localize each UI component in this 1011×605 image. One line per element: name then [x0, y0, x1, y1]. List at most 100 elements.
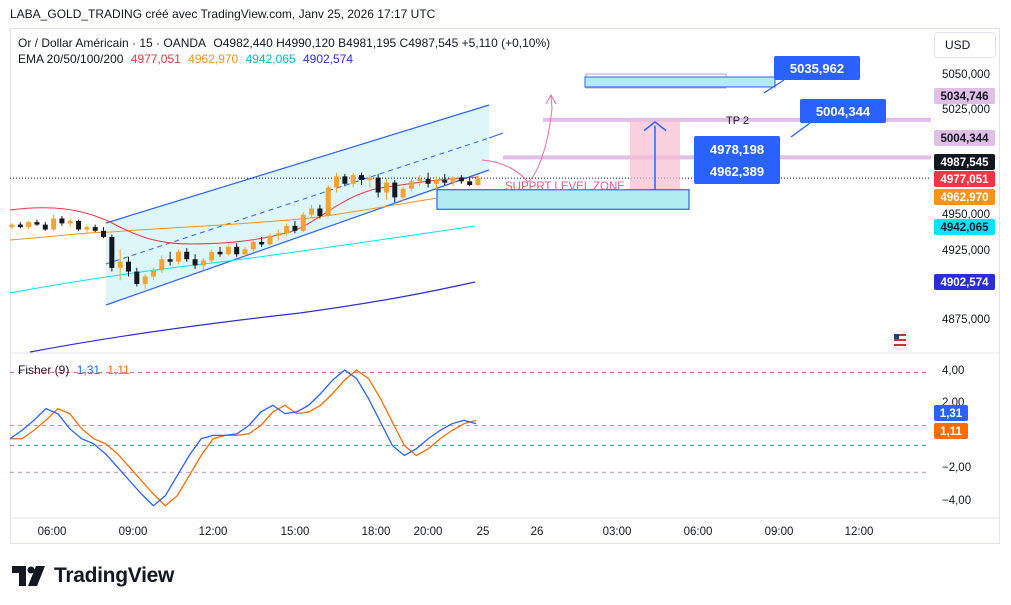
candle-body	[300, 214, 306, 231]
price-badge-label: 4962,970	[941, 192, 989, 204]
candle-body	[76, 220, 82, 230]
candle-body	[84, 227, 90, 230]
candle-body	[167, 259, 173, 262]
price-badge-label: 4977,051	[941, 174, 990, 186]
candle-body	[200, 260, 206, 266]
candle-body	[400, 188, 406, 198]
price-tick-label: 4950,000	[942, 209, 990, 221]
fisher-badge	[934, 423, 968, 439]
candle-body	[425, 178, 431, 184]
time-tick-label: 12:00	[845, 526, 874, 538]
candle-body	[367, 177, 373, 181]
time-tick-label: 15:00	[281, 526, 310, 538]
ema50-line	[9, 191, 479, 241]
candle-body	[392, 182, 398, 198]
candle-body	[67, 220, 73, 224]
fisher-line	[9, 369, 477, 507]
candle-body	[234, 246, 240, 255]
time-tick-label: 06:00	[38, 526, 67, 538]
candle-body	[150, 270, 156, 277]
candle-body	[375, 177, 381, 193]
candle-body	[275, 233, 281, 236]
time-tick-label: 09:00	[119, 526, 148, 538]
us-flag-stripe	[894, 339, 906, 341]
time-tick-label: 26	[531, 526, 544, 538]
candle-body	[59, 218, 65, 224]
channel-arrow-line	[488, 132, 504, 139]
price-badge	[934, 274, 995, 290]
candle-body	[209, 251, 215, 261]
tradingview-logo: TradingView	[12, 564, 174, 588]
candle-body	[42, 224, 48, 230]
candle-body	[309, 208, 315, 215]
tradingview-logo-icon	[12, 566, 45, 586]
fisher-legend: Fisher (9) 1,31 1,11	[18, 363, 134, 377]
time-tick-label: 20:00	[414, 526, 443, 538]
ohlc-values: O4982,440 H4990,120 B4981,195 C4987,545 …	[213, 36, 551, 50]
candle-body	[159, 259, 165, 271]
channel-fill	[106, 105, 489, 305]
projection-arrowhead	[545, 93, 557, 105]
candle-body	[117, 261, 123, 268]
candle-body	[101, 230, 107, 237]
candle-body	[284, 225, 290, 234]
callout-5035962-label: 5035,962	[790, 61, 844, 76]
candle-body	[334, 176, 340, 188]
candle-body	[26, 222, 32, 228]
ema-legend: EMA 20/50/100/200 4977,051 4962,970 4942…	[18, 52, 357, 66]
candle-body	[192, 259, 198, 266]
candle-body	[350, 175, 356, 184]
price-badge	[934, 88, 995, 104]
us-flag-stripe	[894, 334, 906, 336]
candle-body	[34, 222, 40, 225]
time-tick-label: 25	[477, 526, 490, 538]
candle-body	[467, 181, 473, 186]
callout-5035962-box	[774, 56, 860, 80]
candle-body	[225, 246, 231, 255]
time-tick-label: 03:00	[603, 526, 632, 538]
tp2-level-line	[543, 117, 931, 122]
candle-body	[317, 208, 323, 216]
fisher-value: 1,31	[76, 363, 101, 377]
channel-lower-line	[105, 169, 490, 306]
candle-body	[458, 177, 464, 182]
chart-attribution: LABA_GOLD_TRADING créé avec TradingView.…	[10, 7, 436, 21]
support-zone-box	[436, 189, 690, 210]
price-badge-label: 4902,574	[941, 277, 990, 289]
candle-body	[383, 182, 389, 193]
fisher-trigger-line	[10, 369, 477, 507]
candle-body	[342, 176, 348, 184]
ema-label[interactable]: EMA 20/50/100/200	[18, 52, 124, 66]
channel-upper-line	[105, 104, 490, 224]
entry-callout-box	[694, 136, 780, 184]
ema100-value: 4942,065	[245, 52, 296, 66]
currency-button[interactable]: USD	[934, 32, 996, 58]
projection-curve	[481, 95, 553, 183]
callout-5004344-pointer	[790, 122, 811, 138]
callout-5004344-label: 5004,344	[816, 104, 871, 119]
symbol-name[interactable]: Or / Dollar Américain · 15 · OANDA	[18, 36, 207, 50]
fisher-badge-label: 1,11	[940, 426, 962, 438]
fisher-tick-label: 4,00	[942, 365, 964, 377]
candle-body	[267, 235, 273, 245]
trigger-value: 1,11	[107, 363, 130, 377]
callout-4962389-label: 4962,389	[710, 164, 764, 179]
candle-body	[292, 225, 298, 231]
candle-body	[475, 178, 481, 186]
price-badge-label: 4987,545	[941, 157, 990, 169]
candle-body	[17, 224, 23, 228]
candle-body	[126, 261, 131, 272]
measure-arrow-head	[643, 121, 667, 132]
candle-body	[417, 178, 423, 182]
time-tick-label: 12:00	[199, 526, 228, 538]
time-tick-label: 06:00	[684, 526, 713, 538]
us-flag-stripe	[894, 344, 906, 346]
price-tick-label: 4925,000	[942, 245, 990, 257]
tp2-label: TP 2	[726, 115, 749, 127]
candle-body	[408, 181, 414, 189]
chart-frame	[10, 28, 1000, 544]
fisher-label[interactable]: Fisher (9)	[18, 363, 70, 377]
price-badge-label: 4942,065	[941, 222, 990, 234]
time-tick-label: 09:00	[765, 526, 794, 538]
